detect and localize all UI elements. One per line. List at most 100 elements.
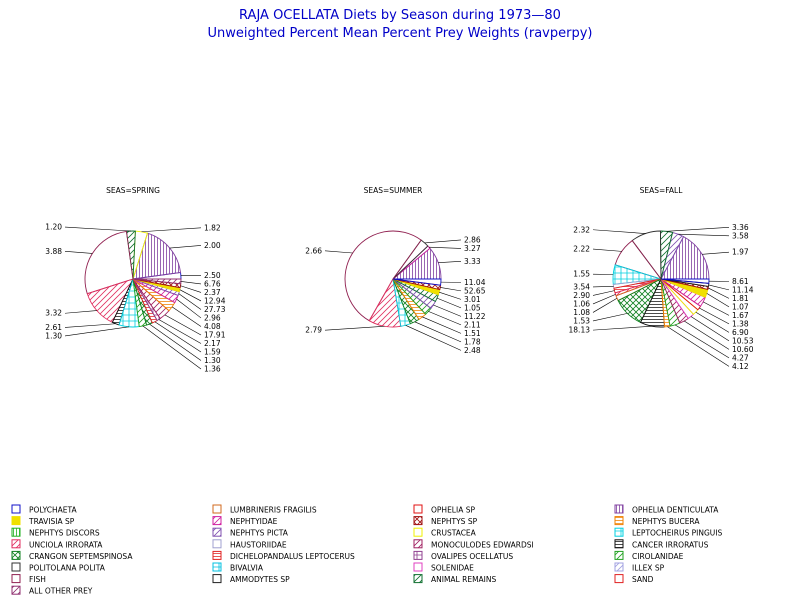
slice-value-label: 1.97 xyxy=(732,248,749,257)
leader-line xyxy=(164,314,202,336)
legend-swatch xyxy=(413,527,423,537)
legend-label: ILLEX SP xyxy=(632,564,665,573)
legend-swatch xyxy=(11,574,21,584)
slice-value-label: 4.27 xyxy=(732,353,749,362)
legend-swatch xyxy=(614,550,624,560)
leader-line xyxy=(176,298,202,319)
legend-swatch xyxy=(212,550,222,560)
legend-item-bivalvia: BIVALVIA xyxy=(212,562,264,573)
slice-value-label: 17.91 xyxy=(204,330,226,339)
legend-swatch xyxy=(11,562,21,572)
legend-swatch xyxy=(212,527,222,537)
legend-item-dichelopandalus-leptocerus: DICHELOPANDALUS LEPTOCERUS xyxy=(212,550,355,561)
leader-line xyxy=(674,324,730,359)
pie-slice-fish xyxy=(84,230,134,295)
slice-value-label: 1.38 xyxy=(732,319,749,328)
leader-line xyxy=(439,291,462,300)
slice-value-label: 52.65 xyxy=(464,286,486,295)
legend-label: UNCIOLA IRRORATA xyxy=(29,540,103,549)
leader-line xyxy=(699,307,730,325)
legend-item-ophelia-sp: OPHELIA SP xyxy=(413,504,475,515)
pie-charts: SEAS=SPRING 1.82 2.00 2.506.762.3712.9427.7… xyxy=(45,186,753,373)
leader-line xyxy=(64,310,97,314)
leader-line xyxy=(678,233,730,237)
legend-item-fish: FISH xyxy=(11,574,46,584)
leader-line xyxy=(592,313,628,322)
leader-line xyxy=(592,248,622,252)
pie-seas-summer: SEAS=SUMMER 2.863.27 3.33 11.0452.653.011.0… xyxy=(305,186,485,355)
legend-item-polychaeta: POLYCHAETA xyxy=(11,504,78,515)
slice-value-label: 1.55 xyxy=(573,270,590,279)
legend-label: SOLENIDAE xyxy=(431,564,474,573)
legend-item-travisia-sp: TRAVISIA SP xyxy=(11,516,75,526)
legend-swatch xyxy=(614,539,624,549)
legend-label: ANIMAL REMAINS xyxy=(431,575,496,584)
slice-value-label: 11.14 xyxy=(732,285,754,294)
slice-value-label: 2.96 xyxy=(204,313,221,322)
pie-seas-spring: SEAS=SPRING 1.82 2.00 2.506.762.3712.9427.7… xyxy=(45,186,225,373)
legend-label: CRANGON SEPTEMSPINOSA xyxy=(29,552,133,561)
slice-value-label: 1.67 xyxy=(732,311,749,320)
leader-line xyxy=(149,323,202,361)
slice-value-label: 10.53 xyxy=(732,336,754,345)
slice-value-label: 3.33 xyxy=(464,257,481,266)
legend-item-lumbrineris-fragilis: LUMBRINERIS FRAGILIS xyxy=(212,504,317,515)
legend-label: CRUSTACEA xyxy=(431,529,477,538)
slice-value-label: 1.08 xyxy=(573,308,590,317)
slice-value-label: 2.22 xyxy=(573,245,590,254)
legend-label: OVALIPES OCELLATUS xyxy=(431,552,513,561)
leader-line xyxy=(592,229,646,234)
legend-swatch xyxy=(614,527,624,537)
slice-value-label: 2.32 xyxy=(573,225,590,234)
slice-value-label: 2.37 xyxy=(204,288,221,297)
leader-line xyxy=(440,287,462,292)
legend-swatch xyxy=(11,539,21,549)
slice-value-label: 27.73 xyxy=(204,305,226,314)
leader-line xyxy=(706,293,730,308)
legend-label: BIVALVIA xyxy=(230,564,264,573)
leader-line xyxy=(154,321,202,353)
legend-item-crangon-septemspinosa: CRANGON SEPTEMSPINOSA xyxy=(11,550,133,561)
legend-swatch xyxy=(614,504,624,514)
legend-item-nephtys-picta: NEPHTYS PICTA xyxy=(212,527,289,538)
legend-swatch xyxy=(413,504,423,514)
legend-swatch xyxy=(11,527,21,537)
legend-swatch xyxy=(614,516,624,526)
legend-item-nephtys-discors: NEPHTYS DISCORS xyxy=(11,527,100,538)
legend-item-solenidae: SOLENIDAE xyxy=(413,562,474,573)
legend-item-leptocheirus-pinguis: LEPTOCHEIRUS PINGUIS xyxy=(614,527,722,538)
legend-swatch xyxy=(212,504,222,514)
slice-value-label: 1.20 xyxy=(45,223,62,232)
leader-line xyxy=(684,320,730,350)
slice-value-label: 1.51 xyxy=(464,329,481,338)
legend-label: POLITOLANA POLITA xyxy=(29,564,106,573)
legend-label: ALL OTHER PREY xyxy=(29,587,93,596)
leader-line xyxy=(592,325,653,331)
slice-value-label: 2.11 xyxy=(464,320,481,329)
slice-value-label: 1.59 xyxy=(204,347,221,356)
legend-label: CIROLANIDAE xyxy=(632,552,684,561)
slice-value-label: 1.30 xyxy=(45,331,62,340)
legend-item-sand: SAND xyxy=(614,574,654,584)
leader-line xyxy=(179,289,202,302)
slice-value-label: 2.50 xyxy=(204,271,221,280)
legend-swatch xyxy=(212,574,222,584)
legend-swatch xyxy=(11,550,21,560)
leader-line xyxy=(158,319,202,344)
legend-label: AMMODYTES SP xyxy=(230,575,290,584)
leader-line xyxy=(64,251,93,254)
leader-line xyxy=(64,326,130,337)
legend-item-ovalipes-ocellatus: OVALIPES OCELLATUS xyxy=(413,550,513,561)
slice-value-label: 1.81 xyxy=(732,294,749,303)
leader-line xyxy=(703,301,730,316)
legend: POLYCHAETA LUMBRINERIS FRAGILIS OPHELIA SP… xyxy=(11,504,722,596)
leader-line xyxy=(64,323,116,328)
pie-seas-fall: SEAS=FALL3.363.581.978.6111.141.811.071.… xyxy=(569,186,754,371)
legend-label: NEPHTYS PICTA xyxy=(230,529,289,538)
legend-label: FISH xyxy=(29,575,46,584)
legend-label: POLYCHAETA xyxy=(29,506,78,515)
pie-slice-polychaeta xyxy=(660,278,710,284)
legend-item-crustacea: CRUSTACEA xyxy=(413,527,477,538)
slice-value-label: 2.66 xyxy=(305,246,322,255)
